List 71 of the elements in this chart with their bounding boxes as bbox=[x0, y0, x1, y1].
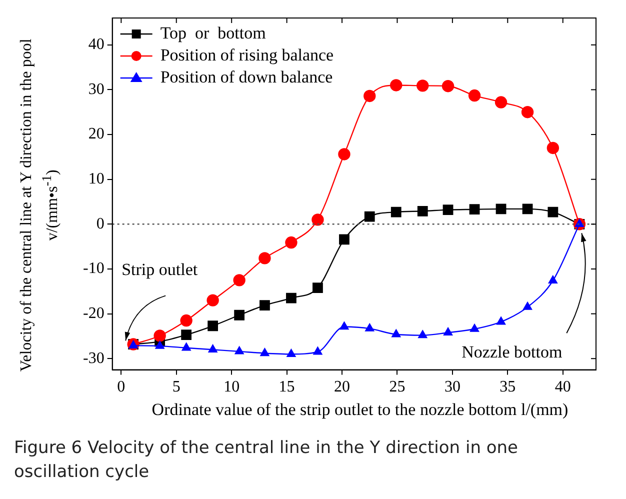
point bbox=[417, 206, 428, 216]
point bbox=[260, 300, 270, 310]
point bbox=[312, 214, 324, 226]
point bbox=[392, 329, 401, 338]
point bbox=[442, 204, 454, 216]
point bbox=[180, 314, 192, 327]
point bbox=[390, 79, 402, 92]
point bbox=[390, 206, 402, 218]
point bbox=[364, 211, 375, 222]
point bbox=[521, 106, 534, 118]
x-tick-label: 40 bbox=[554, 378, 571, 396]
point bbox=[496, 316, 506, 325]
point bbox=[444, 328, 453, 336]
point bbox=[416, 80, 429, 92]
x-tick-label: 15 bbox=[278, 378, 295, 396]
point bbox=[340, 322, 349, 330]
point bbox=[233, 274, 246, 286]
point bbox=[286, 349, 296, 357]
x-tick-label: 25 bbox=[389, 378, 406, 396]
x-tick-label: 35 bbox=[500, 378, 516, 396]
point bbox=[208, 320, 218, 332]
point bbox=[154, 330, 166, 342]
point bbox=[494, 96, 508, 108]
y-tick-label: -30 bbox=[83, 350, 104, 367]
annotation: Nozzle bottom bbox=[462, 342, 562, 362]
point bbox=[208, 344, 218, 352]
point bbox=[364, 90, 376, 102]
point bbox=[285, 236, 298, 249]
caption: Figure 6 Velocity of the central line in the Y direction in one oscillation cycle bbox=[14, 437, 520, 484]
point bbox=[418, 330, 428, 338]
point bbox=[548, 276, 558, 284]
point bbox=[546, 142, 560, 154]
point bbox=[548, 206, 558, 218]
y-tick-label: -20 bbox=[83, 304, 104, 322]
y-tick-label: 30 bbox=[88, 80, 104, 98]
point bbox=[365, 323, 374, 332]
y-tick-label: 0 bbox=[96, 215, 104, 232]
point bbox=[258, 252, 271, 264]
point bbox=[182, 342, 191, 351]
legend-label: Position of rising balance bbox=[160, 45, 334, 64]
annotation: Strip outlet bbox=[122, 260, 198, 280]
point bbox=[338, 148, 350, 160]
point bbox=[181, 330, 192, 340]
point bbox=[206, 294, 219, 306]
point bbox=[470, 324, 480, 332]
y-tick-label: 40 bbox=[88, 36, 104, 54]
point bbox=[313, 346, 322, 355]
point bbox=[523, 302, 532, 310]
point bbox=[234, 310, 245, 320]
x-tick-label: 30 bbox=[444, 378, 460, 396]
point bbox=[442, 80, 454, 92]
y-tick-label: 20 bbox=[88, 126, 104, 143]
point bbox=[286, 292, 296, 304]
point bbox=[234, 346, 244, 354]
point bbox=[496, 204, 506, 214]
legend-label: Position of down balance bbox=[160, 67, 333, 86]
y-tick-label: -10 bbox=[83, 260, 104, 278]
x-tick-label: 10 bbox=[224, 378, 240, 396]
x-tick-label: 0 bbox=[117, 378, 126, 396]
point bbox=[469, 204, 480, 215]
y-tick-label: 10 bbox=[88, 170, 104, 188]
point bbox=[155, 340, 164, 349]
legend-label: Top or bottom bbox=[160, 23, 266, 42]
point bbox=[312, 282, 323, 293]
x-axis-title: Ordinate value of the strip outlet to the nozzle bottom l/(mm) bbox=[150, 400, 570, 420]
point bbox=[339, 234, 350, 245]
point bbox=[260, 348, 270, 356]
x-tick-label: 20 bbox=[334, 378, 350, 396]
point bbox=[468, 89, 481, 102]
x-tick-label: 5 bbox=[172, 378, 180, 396]
point bbox=[522, 204, 533, 214]
